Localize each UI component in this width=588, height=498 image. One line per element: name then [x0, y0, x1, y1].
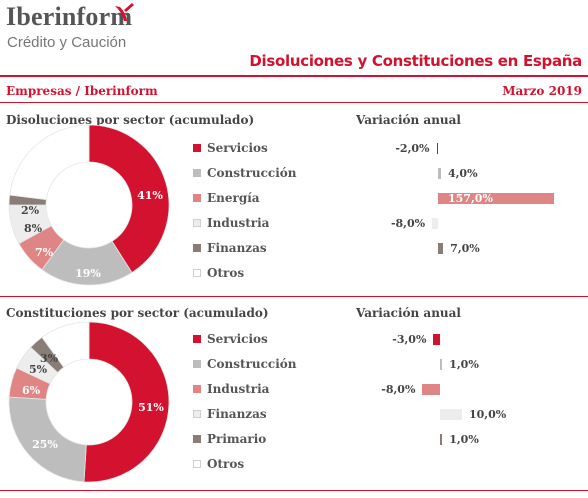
- legend-item-servicios: Servicios: [193, 141, 268, 155]
- bar-construccin: [438, 168, 441, 179]
- legend-label: Servicios: [207, 141, 268, 155]
- header-rule: [0, 75, 588, 77]
- brand-name: Iberinform: [6, 2, 133, 31]
- legend-item-construccin: Construcción: [193, 166, 297, 180]
- bar-construccin: [440, 359, 443, 370]
- bar-servicios: [433, 334, 440, 345]
- legend-label: Energía: [207, 191, 260, 205]
- pie-slice-otros: [9, 125, 90, 201]
- bar-value-label: -8,0%: [390, 217, 426, 230]
- pie-chart-disoluciones: 41% 19% 7% 8% 2%: [8, 125, 170, 286]
- legend-item-finanzas: Finanzas: [193, 241, 267, 255]
- legend-label: Otros: [207, 457, 245, 471]
- pie-label-servicios: 41%: [137, 189, 163, 202]
- legend-label: Construcción: [207, 166, 297, 180]
- legend-item-finanzas: Finanzas: [193, 407, 267, 421]
- pie-title-constituciones: Constituciones por sector (acumulado): [6, 306, 269, 320]
- legend-item-construccin: Construcción: [193, 357, 297, 371]
- legend-label: Finanzas: [207, 407, 267, 421]
- brand-arrow-icon: [115, 3, 134, 21]
- legend-swatch: [193, 243, 201, 252]
- bar-energa: [438, 193, 555, 204]
- bar-title-constituciones: Variación anual: [356, 306, 461, 320]
- legend-item-energa: Energía: [193, 191, 260, 205]
- page-title: Disoluciones y Constituciones en España: [249, 52, 582, 70]
- bar-value-label: -3,0%: [392, 333, 427, 346]
- brand-subtitle: Crédito y Caución: [7, 34, 127, 51]
- bar-value-label: 4,0%: [447, 167, 478, 180]
- pie-label-industria: 8%: [24, 222, 43, 235]
- bar-finanzas: [438, 243, 444, 254]
- bar-value-label: -2,0%: [395, 142, 430, 155]
- pie-slice-servicios: [88, 125, 170, 274]
- pie-label-finanzas: 5%: [29, 363, 48, 376]
- legend-swatch: [193, 359, 201, 368]
- bar-primario: [440, 434, 443, 445]
- bar-value-label: 157,0%: [448, 192, 493, 205]
- pie-label-construccin: 25%: [32, 438, 58, 451]
- bar-value-label: 7,0%: [450, 242, 480, 255]
- pie-label-finanzas: 2%: [21, 204, 40, 217]
- bar-value-label: -8,0%: [381, 383, 416, 396]
- pie-chart-constituciones: 51% 25% 6% 5%3%: [8, 321, 170, 483]
- section-divider: [0, 296, 588, 297]
- bar-industria: [432, 218, 438, 229]
- legend-label: Servicios: [207, 332, 268, 346]
- legend-swatch: [193, 384, 201, 393]
- legend-item-industria: Industria: [193, 216, 269, 230]
- bar-finanzas: [440, 409, 462, 420]
- pie-label-construccin: 19%: [75, 267, 101, 280]
- date-label: Marzo 2019: [502, 84, 582, 98]
- pie-title-disoluciones: Disoluciones por sector (acumulado): [6, 113, 255, 127]
- legend-label: Industria: [207, 382, 270, 396]
- pie-slice-otros: [41, 321, 90, 368]
- legend-item-industria: Industria: [193, 382, 269, 396]
- pie-slice-servicios: [83, 321, 170, 483]
- pie-label-industria: 6%: [22, 384, 41, 397]
- legend-swatch: [193, 459, 201, 468]
- legend-swatch: [193, 168, 201, 177]
- legend-label: Construcción: [207, 357, 297, 371]
- legend-label: Primario: [207, 432, 267, 446]
- legend-swatch: [193, 218, 201, 227]
- bar-industria: [422, 384, 440, 395]
- legend-swatch: [193, 434, 201, 443]
- legend-swatch: [193, 143, 201, 152]
- legend-swatch: [193, 334, 201, 343]
- bar-title-disoluciones: Variación anual: [356, 113, 461, 127]
- legend-swatch: [193, 193, 201, 202]
- pie-label-primario: 3%: [40, 352, 59, 365]
- legend-label: Otros: [207, 266, 245, 280]
- legend-item-servicios: Servicios: [193, 332, 268, 346]
- legend-label: Finanzas: [207, 241, 267, 255]
- source-label: Empresas / Iberinform: [6, 84, 158, 98]
- bar-value-label: 1,0%: [449, 358, 479, 371]
- legend-swatch: [193, 409, 201, 418]
- legend-swatch: [193, 268, 201, 277]
- legend-item-primario: Primario: [193, 432, 266, 446]
- legend-item-otros: Otros: [193, 266, 244, 280]
- legend-label: Industria: [207, 216, 270, 230]
- bar-servicios: [436, 143, 438, 154]
- bar-value-label: 10,0%: [469, 408, 507, 421]
- bottom-rule: [0, 490, 588, 491]
- bar-value-label: 1,0%: [449, 433, 479, 446]
- pie-label-energa: 7%: [35, 246, 54, 259]
- pie-label-servicios: 51%: [138, 401, 164, 414]
- subheader-rule: [0, 102, 588, 103]
- legend-item-otros: Otros: [193, 457, 244, 471]
